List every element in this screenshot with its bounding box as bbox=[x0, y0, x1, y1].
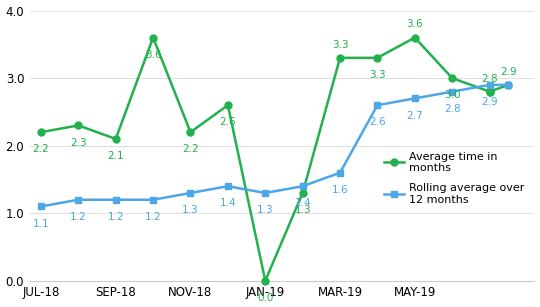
Text: 1.3: 1.3 bbox=[257, 205, 274, 215]
Rolling average over
12 months bbox=[187, 191, 194, 195]
Average time in
months bbox=[487, 90, 493, 93]
Text: 1.2: 1.2 bbox=[70, 212, 86, 222]
Line: Average time in
months: Average time in months bbox=[37, 34, 493, 284]
Text: 2.6: 2.6 bbox=[369, 117, 386, 127]
Text: 2.2: 2.2 bbox=[32, 144, 49, 154]
Rolling average over
12 months bbox=[112, 198, 119, 202]
Rolling average over
12 months bbox=[225, 185, 231, 188]
Text: 2.7: 2.7 bbox=[407, 111, 423, 121]
Text: 1.4: 1.4 bbox=[294, 198, 311, 208]
Text: 0.0: 0.0 bbox=[257, 293, 273, 303]
Text: 3.3: 3.3 bbox=[369, 70, 386, 80]
Rolling average over
12 months bbox=[262, 191, 268, 195]
Text: 1.3: 1.3 bbox=[294, 205, 311, 215]
Text: 1.3: 1.3 bbox=[182, 205, 199, 215]
Text: 2.9: 2.9 bbox=[500, 67, 517, 77]
Text: 2.3: 2.3 bbox=[70, 138, 86, 148]
Average time in
months bbox=[150, 36, 157, 39]
Rolling average over
12 months bbox=[299, 185, 306, 188]
Rolling average over
12 months bbox=[150, 198, 157, 202]
Average time in
months bbox=[262, 279, 268, 283]
Text: 1.1: 1.1 bbox=[32, 219, 49, 229]
Average time in
months bbox=[337, 56, 343, 60]
Text: 2.8: 2.8 bbox=[481, 73, 498, 84]
Text: 2.8: 2.8 bbox=[444, 104, 461, 114]
Text: 1.2: 1.2 bbox=[107, 212, 124, 222]
Text: 3.0: 3.0 bbox=[444, 90, 461, 100]
Text: 1.2: 1.2 bbox=[145, 212, 161, 222]
Average time in
months bbox=[187, 130, 194, 134]
Text: 1.4: 1.4 bbox=[220, 198, 236, 208]
Rolling average over
12 months bbox=[505, 83, 511, 87]
Text: 1.6: 1.6 bbox=[332, 185, 348, 195]
Average time in
months bbox=[225, 103, 231, 107]
Text: 2.1: 2.1 bbox=[107, 151, 124, 161]
Text: 3.6: 3.6 bbox=[145, 50, 161, 60]
Rolling average over
12 months bbox=[75, 198, 82, 202]
Rolling average over
12 months bbox=[411, 96, 418, 100]
Line: Rolling average over
12 months: Rolling average over 12 months bbox=[37, 81, 512, 210]
Average time in
months bbox=[112, 137, 119, 141]
Legend: Average time in
months, Rolling average over
12 months: Average time in months, Rolling average … bbox=[379, 147, 529, 209]
Rolling average over
12 months bbox=[487, 83, 493, 87]
Average time in
months bbox=[411, 36, 418, 39]
Rolling average over
12 months bbox=[449, 90, 455, 93]
Average time in
months bbox=[374, 56, 381, 60]
Average time in
months bbox=[38, 130, 44, 134]
Average time in
months bbox=[449, 76, 455, 80]
Text: 2.9: 2.9 bbox=[481, 97, 498, 107]
Text: 3.3: 3.3 bbox=[332, 40, 348, 50]
Text: 2.6: 2.6 bbox=[220, 117, 236, 127]
Text: 3.6: 3.6 bbox=[407, 19, 423, 29]
Average time in
months bbox=[75, 124, 82, 127]
Average time in
months bbox=[299, 191, 306, 195]
Rolling average over
12 months bbox=[374, 103, 381, 107]
Text: 2.2: 2.2 bbox=[182, 144, 199, 154]
Rolling average over
12 months bbox=[337, 171, 343, 175]
Rolling average over
12 months bbox=[38, 205, 44, 208]
